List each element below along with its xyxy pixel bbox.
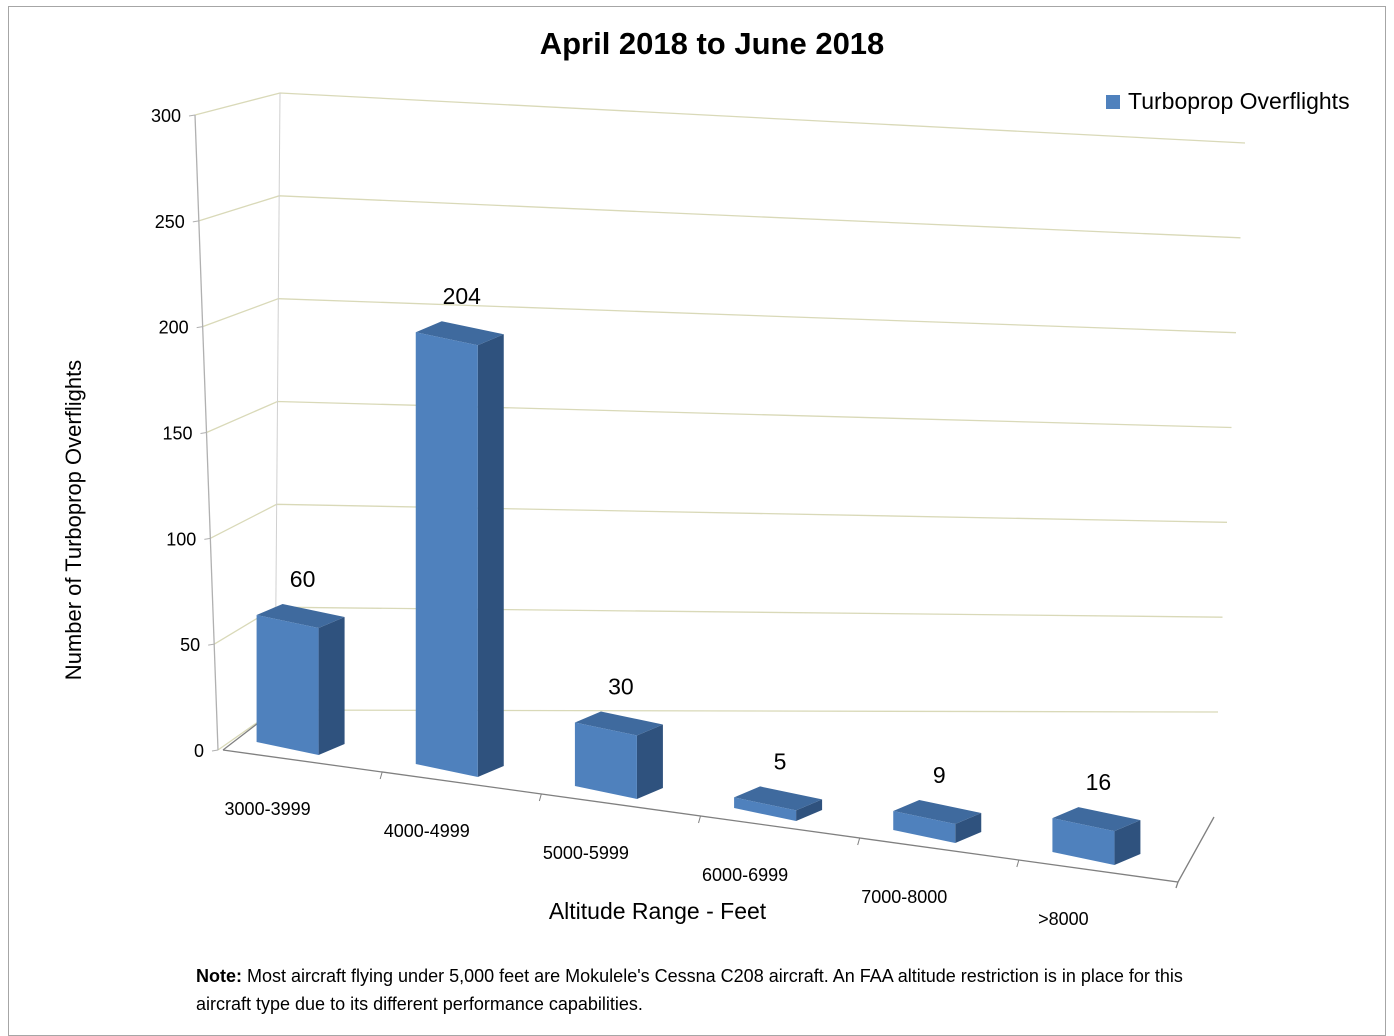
data-label: 60: [290, 566, 316, 592]
bar-top: [893, 799, 982, 824]
bar-side: [955, 812, 982, 843]
bar: [893, 810, 956, 843]
legend: Turboprop Overflights: [1106, 88, 1350, 115]
y-tick-label: 300: [151, 106, 181, 126]
gridline: [198, 195, 1241, 239]
note-text: Most aircraft flying under 5,000 feet ar…: [196, 966, 1183, 1014]
bar-side: [318, 617, 345, 755]
bar-side: [796, 799, 823, 821]
x-tick: [538, 793, 542, 802]
y-tick-label: 200: [159, 318, 189, 338]
y-tick-label: 250: [155, 212, 185, 232]
footnote: Note: Most aircraft flying under 5,000 f…: [196, 962, 1196, 1018]
y-tick: [196, 326, 203, 329]
x-tick-label: 7000-8000: [861, 887, 947, 907]
bar: [415, 332, 478, 777]
bar-top: [415, 321, 504, 346]
y-tick: [200, 432, 207, 434]
y-tick-label: 100: [166, 529, 196, 549]
chart-title: April 2018 to June 2018: [539, 26, 885, 61]
data-label: 16: [1086, 769, 1112, 795]
x-tick: [698, 815, 701, 824]
x-axis-end-tick: [1175, 881, 1179, 889]
y-tick-labels: 0 50 100 150 200 250 300: [151, 106, 219, 761]
bar: [1052, 818, 1115, 865]
x-tick-labels: 3000-3999 4000-4999 5000-5999 6000-6999 7000…: [225, 771, 1089, 929]
x-tick-label: 6000-6999: [702, 865, 788, 885]
gridline: [202, 298, 1237, 334]
data-label: 5: [774, 748, 787, 774]
data-label: 30: [608, 674, 634, 700]
y-tick-label: 0: [194, 741, 204, 761]
x-tick-label: >8000: [1038, 909, 1089, 929]
y-tick-label: 150: [162, 424, 192, 444]
bar: [574, 722, 637, 799]
y-tick: [192, 220, 199, 223]
bar-side: [1114, 820, 1141, 865]
bars: 60 204 30 5 9 16: [256, 283, 1141, 865]
bar: [734, 797, 797, 821]
bar-side: [636, 724, 663, 799]
y-tick: [211, 749, 219, 752]
legend-label: Turboprop Overflights: [1128, 88, 1350, 114]
x-axis-label: Altitude Range - Feet: [548, 898, 767, 924]
y-tick: [204, 537, 211, 540]
data-label: 204: [443, 283, 482, 309]
gridline: [210, 503, 1228, 539]
y-tick: [208, 643, 215, 646]
y-tick: [188, 114, 196, 117]
bar-top: [574, 711, 663, 736]
gridline: [213, 606, 1223, 645]
bar: [256, 615, 319, 755]
legend-swatch: [1106, 94, 1120, 109]
x-tick: [1016, 859, 1020, 868]
y-tick-label: 50: [180, 635, 200, 655]
bar-top: [734, 786, 823, 811]
note-label: Note:: [196, 966, 242, 986]
bar-top: [256, 604, 345, 628]
x-tick-label: 5000-5999: [543, 843, 629, 863]
gridline: [194, 92, 1246, 144]
bar-top: [1052, 807, 1141, 832]
data-label: 9: [933, 762, 946, 788]
x-tick: [379, 771, 383, 780]
x-tick-label: 4000-4999: [384, 821, 470, 841]
gridlines: [194, 92, 1246, 751]
gridline: [217, 709, 1219, 751]
x-tick-label: 3000-3999: [225, 799, 311, 819]
bar-side: [477, 334, 504, 777]
gridline: [206, 400, 1232, 434]
x-tick: [857, 837, 861, 846]
